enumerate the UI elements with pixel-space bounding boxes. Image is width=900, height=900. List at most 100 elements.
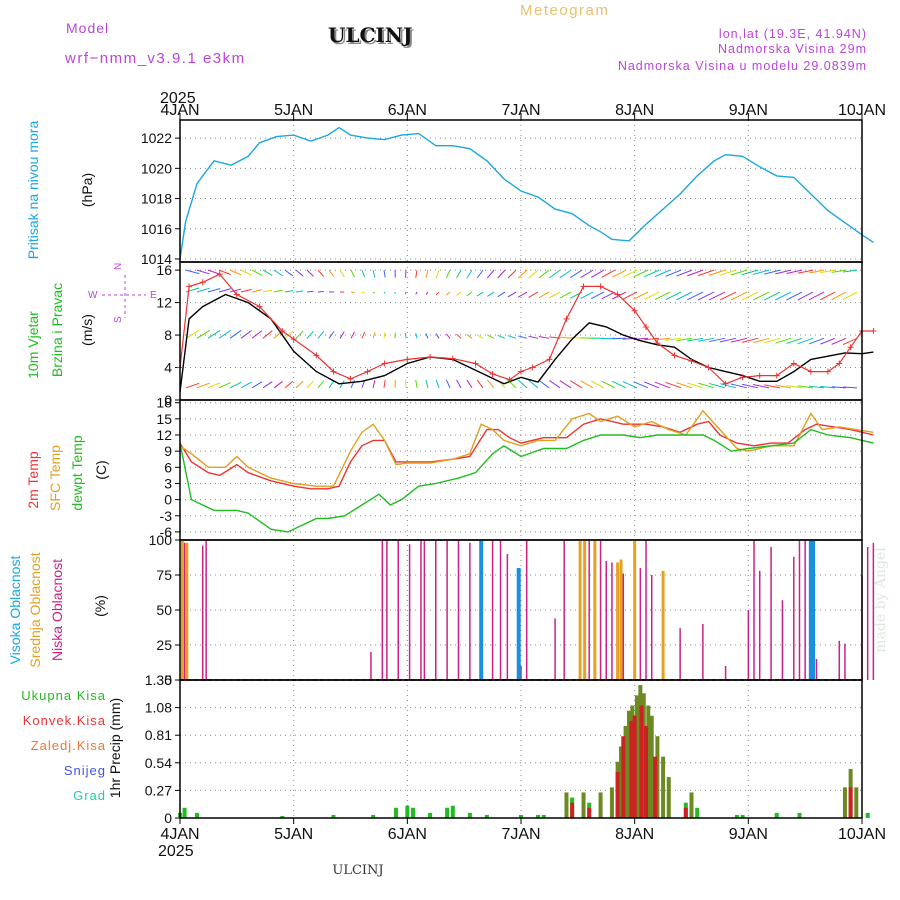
wind-barb	[676, 291, 693, 301]
wind-barb	[764, 269, 781, 275]
wind-barb	[476, 379, 484, 389]
wind-barb	[590, 291, 605, 300]
wind-barb	[719, 291, 737, 301]
wind-barb	[775, 337, 792, 344]
wind-barb	[466, 269, 473, 279]
bar-total_precip	[641, 693, 646, 818]
wind-barb	[622, 381, 638, 389]
wind-barb	[383, 332, 386, 339]
wind-barb	[372, 291, 376, 294]
wind-barb	[842, 269, 858, 273]
wind-barb	[808, 337, 825, 345]
panel-cloud: 0 25 50 75 100	[149, 532, 875, 688]
bar-low_cloud	[702, 624, 704, 680]
y-tick-label: 1018	[141, 191, 172, 207]
bar-low_cloud	[599, 540, 602, 680]
wind-barb	[497, 269, 506, 279]
wind-barb	[719, 337, 737, 343]
y-tick-label: 1020	[141, 160, 172, 176]
wind-barb	[820, 385, 836, 389]
wind-barb	[764, 384, 781, 389]
wind-barb	[306, 290, 314, 293]
wind-barb	[306, 269, 314, 277]
wind-barb	[361, 291, 365, 294]
bar-low_cloud	[866, 547, 869, 680]
wind-barb	[786, 291, 803, 301]
bar-low_cloud	[679, 628, 681, 680]
wind-barb	[229, 269, 242, 276]
y-tick-label: 1.08	[145, 700, 172, 716]
wind-barb	[185, 382, 200, 389]
wind-barb	[698, 337, 715, 342]
gust-marker	[688, 358, 695, 365]
bar-low_cloud	[469, 542, 471, 680]
wind-barb	[549, 380, 561, 389]
bar-low_cloud	[639, 568, 642, 680]
dir-legend-e: E	[150, 290, 157, 301]
bar-low_cloud	[457, 540, 460, 680]
wind-barb	[383, 380, 386, 388]
station-title: ULCINJ	[328, 23, 413, 47]
bar-total_precip	[467, 812, 472, 818]
bar-total_precip	[541, 814, 546, 818]
wind-barb	[538, 379, 550, 389]
bar-low_cloud	[446, 540, 448, 680]
bar-total_precip	[661, 756, 666, 818]
wind-barb	[549, 291, 561, 299]
x-label-top: 4JAN	[160, 102, 199, 119]
bar-low_cloud	[844, 643, 846, 680]
y-tick-label: 75	[156, 567, 172, 583]
wind-barb	[262, 330, 273, 339]
precip-ylabel: 1hr Precip (mm)	[107, 698, 123, 798]
wind-barb	[654, 269, 671, 277]
bar-conv_precip	[570, 802, 575, 818]
gust-marker	[472, 360, 479, 367]
bar-low_cloud	[386, 540, 388, 680]
series-line-dewpt	[179, 428, 874, 533]
wind-barb	[687, 337, 704, 342]
gust-marker	[705, 364, 712, 371]
x-label-bottom: 5JAN	[274, 826, 313, 843]
bar-mid_cloud	[593, 540, 597, 680]
x-label-top: 7JAN	[501, 102, 540, 119]
wind-barb	[476, 291, 484, 297]
pressure-ylabel: (hPa)	[79, 173, 95, 207]
bar-total_precip	[774, 812, 779, 818]
precip-legend-total: Ukupna Kisa	[21, 688, 106, 703]
wind-barb	[262, 269, 273, 276]
wind-direction-legend: W S N E	[88, 263, 157, 323]
bar-low_cloud	[397, 540, 399, 680]
bar-total_precip	[854, 787, 859, 818]
wind-barb	[644, 337, 660, 341]
wind-barb	[207, 269, 221, 275]
wind-barb	[676, 382, 693, 389]
y-tick-label: 18	[156, 395, 172, 411]
bar-total_precip	[371, 814, 376, 818]
wind-barb	[687, 269, 704, 277]
bar-low_cloud	[838, 640, 841, 680]
wind-barb	[218, 329, 231, 339]
wind-barb	[425, 291, 429, 295]
wind-barb	[820, 337, 836, 345]
gust-marker	[364, 368, 371, 375]
bar-total_precip	[393, 807, 398, 818]
bar-low_cloud	[724, 666, 727, 680]
y-tick-label: 6	[164, 459, 172, 475]
bar-low_cloud	[423, 540, 426, 680]
station-title-shadow: ULCINJ	[330, 25, 415, 49]
wind-barb	[808, 269, 825, 274]
bar-high_cloud	[808, 540, 813, 680]
wind-barb	[786, 269, 803, 275]
wind-barb	[251, 269, 263, 276]
y-tick-label: 1.35	[145, 672, 172, 688]
dir-legend-s: S	[113, 316, 124, 323]
bar-total_precip	[536, 814, 541, 818]
gust-marker	[489, 371, 496, 378]
wind-barb	[207, 287, 221, 293]
wind-barb	[372, 332, 376, 339]
wind-barb	[708, 269, 726, 276]
wind-barb	[507, 269, 517, 279]
wind-barb	[622, 269, 638, 278]
bar-total_precip	[626, 710, 631, 818]
gust-marker	[671, 352, 678, 359]
